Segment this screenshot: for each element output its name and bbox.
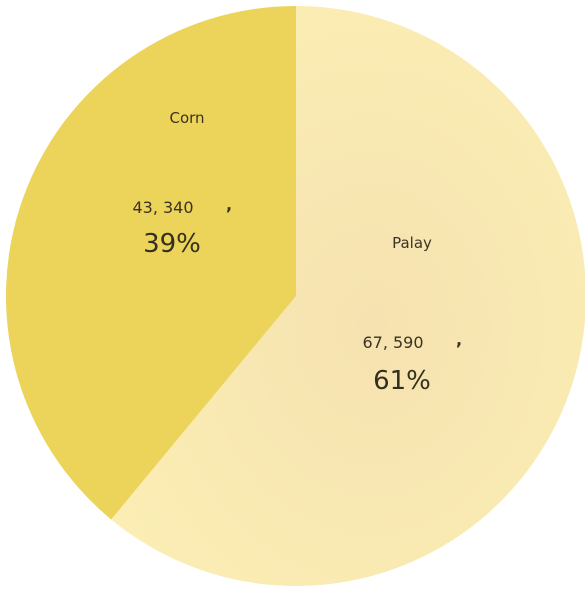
pie-slices [5,5,585,586]
slice-value-corn: 43, 340 [132,198,193,217]
slice-value-mark-palay: , [456,330,462,349]
pie-slice-palay [111,6,585,586]
slice-value-mark-corn: , [226,195,232,214]
slice-label-palay: Palay [392,234,432,252]
pie-slice-corn [5,5,296,520]
slice-percent-palay: 61% [373,366,431,396]
slice-label-corn: Corn [169,109,204,127]
slice-percent-corn: 39% [143,229,201,259]
slice-value-palay: 67, 590 [362,333,423,352]
